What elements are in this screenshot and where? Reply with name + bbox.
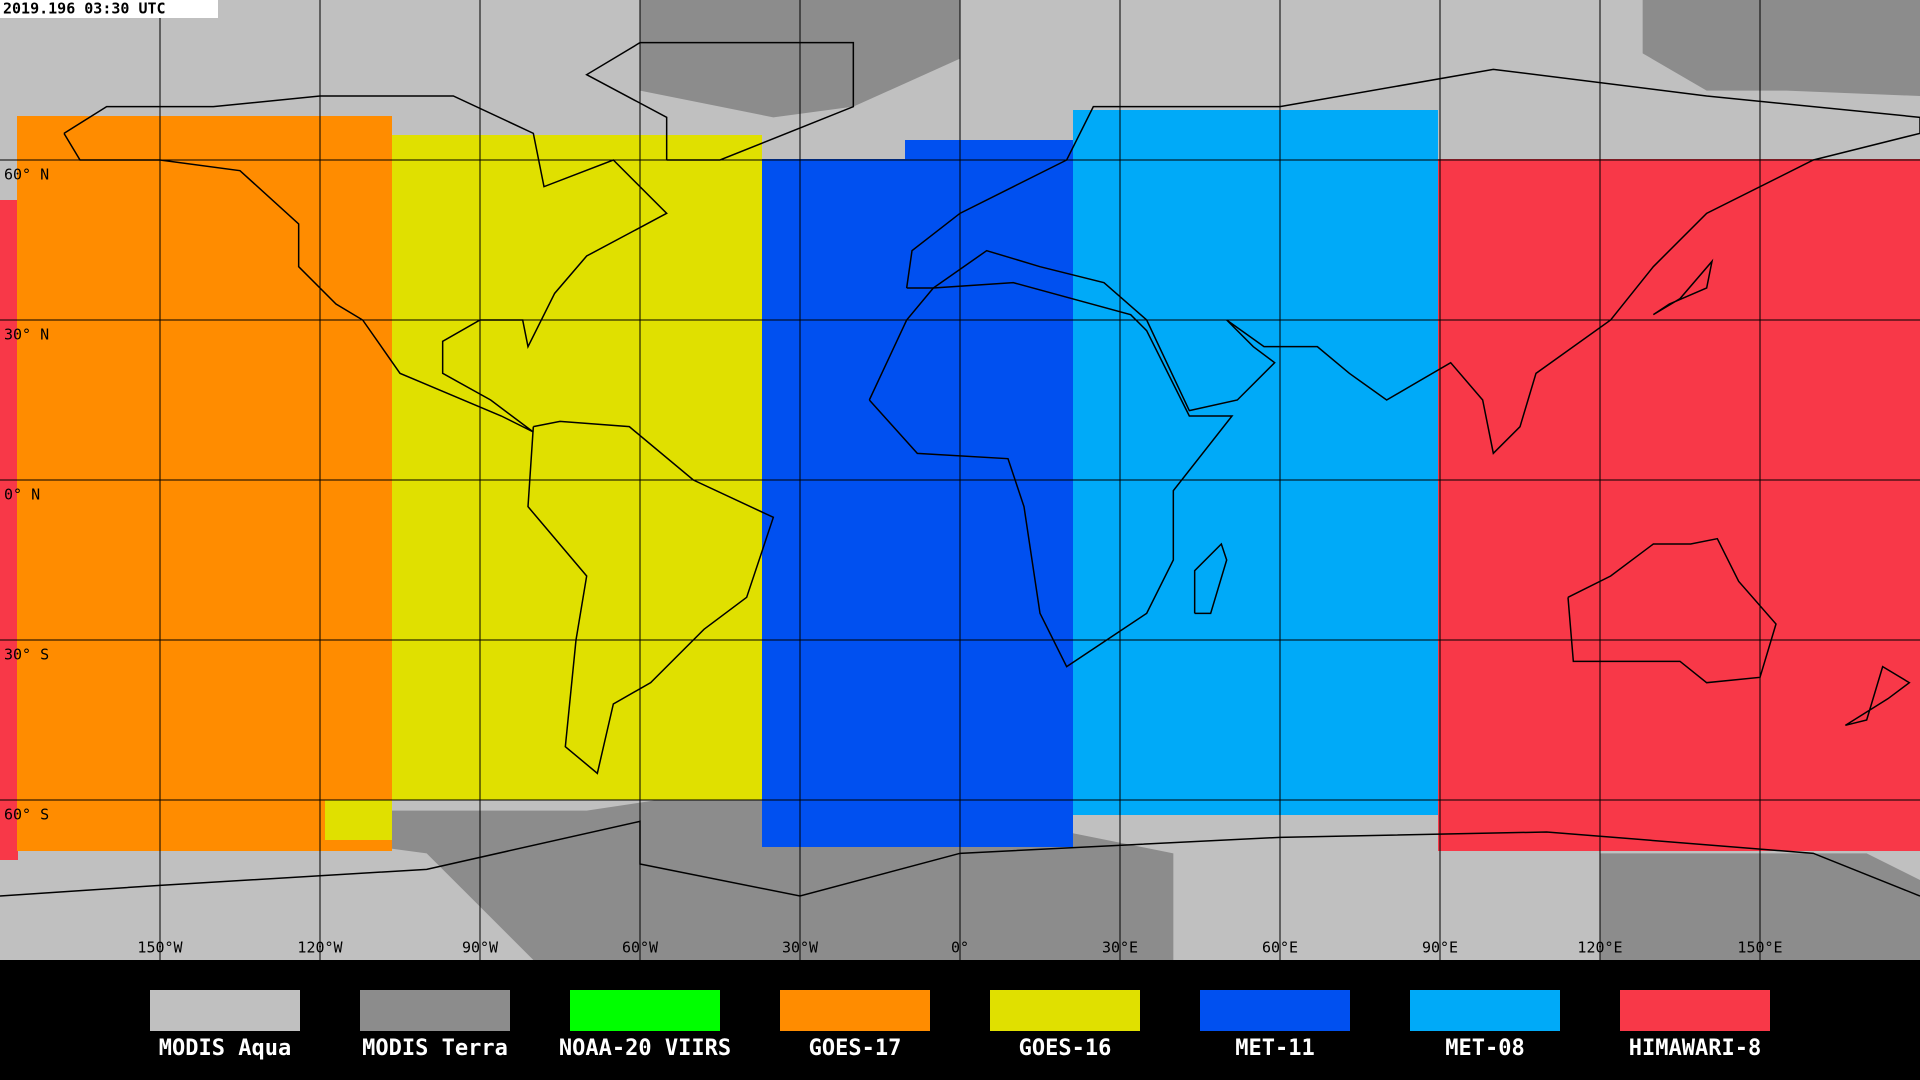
legend-label: MET-11 (1235, 1036, 1314, 1061)
legend-label: NOAA-20 VIIRS (559, 1036, 731, 1061)
legend-swatch (360, 990, 510, 1031)
legend-swatch (570, 990, 720, 1031)
legend-label: MET-08 (1445, 1036, 1524, 1061)
legend-swatch (1620, 990, 1770, 1031)
latitude-label: 60° N (4, 166, 49, 184)
latitude-label: 0° N (4, 486, 40, 504)
longitude-label: 150°W (137, 939, 183, 957)
coastline (527, 420, 775, 775)
legend-swatch (1200, 990, 1350, 1031)
coastline (868, 281, 1234, 668)
legend-label: MODIS Aqua (159, 1036, 291, 1061)
met11-region (762, 159, 1073, 847)
legend-swatch (990, 990, 1140, 1031)
latitude-label: 30° S (4, 646, 49, 664)
coverage-regions (0, 0, 1920, 960)
coastline (63, 95, 668, 433)
latitude-label: 30° N (4, 326, 49, 344)
himawari-region (1438, 159, 1920, 851)
legend-label: GOES-17 (809, 1036, 902, 1061)
map-labels: 60° N 30° N 0° N 30° S 60° S 150°W 120°W 90°W 60… (4, 166, 1783, 957)
goes17-region (17, 116, 392, 851)
legend-background (0, 960, 1920, 1080)
longitude-label: 30°W (782, 939, 819, 957)
legend-label: MODIS Terra (362, 1036, 508, 1061)
met11-top (905, 140, 1073, 159)
legend: MODIS Aqua MODIS Terra NOAA-20 VIIRS GOES-1… (150, 990, 1770, 1061)
coastline (1652, 258, 1714, 316)
longitude-label: 60°W (622, 939, 659, 957)
coastline (1567, 537, 1777, 684)
met08-region (1073, 110, 1438, 815)
longitude-label: 60°E (1262, 939, 1298, 957)
terra-region (1642, 0, 1920, 96)
graticule (0, 0, 1920, 960)
legend-label: GOES-16 (1019, 1036, 1112, 1061)
longitude-label: 90°W (462, 939, 499, 957)
longitude-label: 90°E (1422, 939, 1458, 957)
longitude-label: 120°E (1577, 939, 1622, 957)
coastline (1193, 542, 1228, 615)
latitude-label: 60° S (4, 806, 49, 824)
coastline (585, 41, 855, 161)
goes16-region (392, 135, 762, 800)
goes16-tail (325, 800, 392, 840)
longitude-label: 0° (951, 939, 969, 957)
legend-swatch (780, 990, 930, 1031)
longitude-label: 150°E (1737, 939, 1782, 957)
legend-swatch (1410, 990, 1560, 1031)
timestamp: 2019.196 03:30 UTC (3, 0, 166, 18)
legend-swatch (150, 990, 300, 1031)
longitude-label: 120°W (297, 939, 343, 957)
coastline (1844, 665, 1911, 727)
himawari-left-strip (0, 200, 18, 860)
longitude-label: 30°E (1102, 939, 1138, 957)
coastline (905, 68, 1920, 455)
legend-label: HIMAWARI-8 (1629, 1036, 1761, 1061)
timestamp-box (0, 0, 218, 18)
